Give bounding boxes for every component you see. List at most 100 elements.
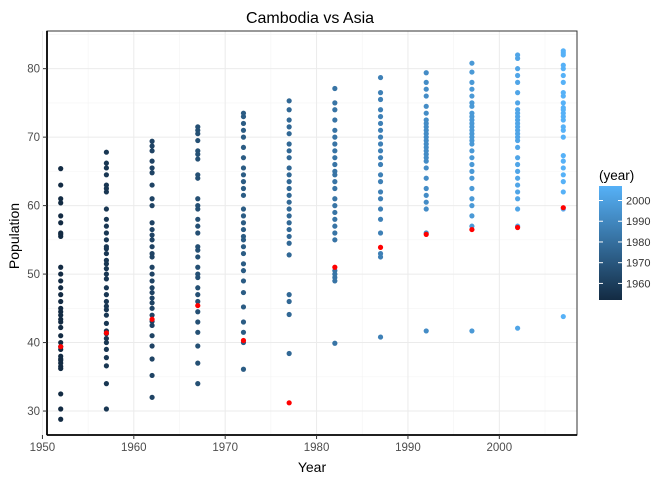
asia-point (469, 93, 475, 99)
asia-point (149, 148, 155, 154)
asia-point (377, 334, 384, 340)
asia-point (423, 328, 429, 334)
asia-point (58, 416, 64, 422)
asia-point (515, 189, 521, 195)
asia-point (103, 271, 109, 277)
asia-point (423, 175, 429, 181)
asia-point (515, 196, 521, 202)
asia-point (469, 110, 475, 116)
asia-point (58, 182, 64, 188)
data-points (58, 48, 566, 422)
asia-point (195, 285, 201, 291)
asia-point (58, 230, 64, 236)
legend-tick-label: 1970 (626, 258, 650, 270)
asia-point (469, 69, 475, 75)
asia-point (240, 110, 247, 116)
asia-point (195, 156, 201, 162)
asia-point (332, 117, 338, 123)
asia-point (560, 179, 566, 185)
asia-point (240, 192, 247, 198)
tick-labels: 1950 1960 1970 1980 1990 2000 30 40 50 60 70 80 (27, 64, 512, 454)
asia-point (195, 172, 201, 178)
asia-point (103, 363, 109, 369)
cambodia-point (515, 224, 521, 231)
chart-title: Cambodia vs Asia (246, 10, 374, 27)
asia-point (58, 406, 64, 412)
asia-point (423, 206, 429, 212)
asia-point (240, 155, 247, 161)
asia-point (286, 192, 292, 198)
asia-point (423, 185, 429, 192)
asia-point (58, 305, 64, 311)
asia-point (58, 339, 64, 346)
asia-point (377, 74, 384, 81)
asia-point (377, 96, 384, 103)
asia-point (149, 343, 155, 349)
asia-point (377, 120, 384, 127)
asia-point (195, 298, 201, 305)
asia-point (149, 394, 155, 400)
asia-point (286, 165, 292, 171)
asia-point (103, 257, 109, 263)
asia-point (195, 254, 201, 260)
asia-point (195, 203, 201, 209)
asia-point (515, 144, 521, 151)
asia-point (149, 264, 155, 270)
asia-point (195, 329, 201, 335)
asia-point (515, 175, 521, 181)
asia-point (58, 196, 64, 202)
asia-point (195, 196, 201, 202)
asia-point (240, 206, 247, 212)
asia-point (103, 406, 109, 412)
asia-point (560, 48, 566, 54)
asia-point (515, 182, 521, 188)
asia-point (58, 271, 64, 277)
asia-point (377, 155, 384, 161)
asia-point (377, 250, 384, 257)
y-tick-label: 40 (27, 338, 40, 350)
asia-point (332, 203, 338, 209)
asia-point (103, 285, 109, 291)
asia-point (149, 143, 155, 149)
asia-point (515, 325, 521, 331)
asia-point (240, 250, 247, 257)
asia-point (286, 292, 292, 298)
asia-point (377, 134, 384, 140)
asia-point (240, 179, 247, 185)
asia-point (560, 124, 566, 130)
asia-point (332, 161, 338, 168)
asia-point (195, 137, 201, 144)
asia-point (286, 206, 292, 212)
asia-point (332, 223, 338, 229)
asia-point (240, 213, 247, 219)
asia-point (377, 161, 384, 168)
asia-point (58, 166, 64, 172)
asia-point (149, 165, 155, 171)
asia-point (377, 113, 384, 120)
asia-point (469, 175, 475, 181)
asia-point (240, 261, 247, 267)
asia-point (286, 155, 292, 161)
asia-point (286, 220, 292, 226)
asia-point (286, 172, 292, 178)
asia-point (195, 381, 201, 387)
asia-point (149, 250, 155, 257)
asia-point (423, 117, 429, 123)
asia-point (286, 240, 292, 246)
y-tick-label: 30 (27, 406, 40, 418)
asia-point (195, 360, 201, 366)
asia-point (195, 264, 201, 270)
asia-point (377, 206, 384, 212)
asia-point (286, 148, 292, 154)
asia-point (103, 165, 109, 171)
asia-point (560, 72, 566, 79)
asia-point (423, 199, 429, 205)
legend-tick-label: 1960 (626, 278, 650, 290)
asia-point (469, 60, 475, 66)
asia-point (195, 309, 201, 315)
asia-point (149, 226, 155, 233)
asia-point (58, 220, 64, 226)
asia-point (469, 196, 475, 202)
asia-point (332, 85, 338, 92)
asia-point (515, 168, 521, 174)
